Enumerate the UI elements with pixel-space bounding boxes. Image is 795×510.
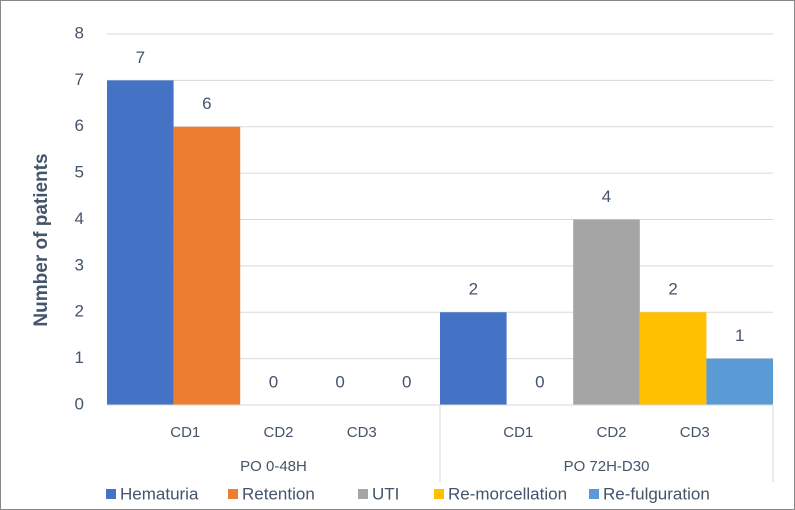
legend-swatch bbox=[106, 489, 116, 499]
value-label: 4 bbox=[602, 187, 611, 206]
legend-swatch bbox=[434, 489, 444, 499]
legend-swatch bbox=[228, 489, 238, 499]
y-tick-label: 0 bbox=[75, 394, 84, 413]
legend-label: Re-morcellation bbox=[448, 484, 567, 503]
y-tick-label: 5 bbox=[75, 163, 84, 182]
value-label: 0 bbox=[402, 372, 411, 391]
y-tick-label: 7 bbox=[75, 70, 84, 89]
y-tick-label: 8 bbox=[75, 23, 84, 42]
value-label: 0 bbox=[269, 372, 278, 391]
value-label: 2 bbox=[668, 280, 677, 299]
group-label: PO 0-48H bbox=[240, 458, 307, 475]
y-tick-label: 6 bbox=[75, 116, 84, 135]
legend-label: Hematuria bbox=[120, 484, 199, 503]
bar bbox=[639, 312, 707, 405]
sub-tick-label: CD2 bbox=[263, 424, 293, 441]
sub-tick-label: CD1 bbox=[503, 424, 533, 441]
legend-label: UTI bbox=[372, 484, 399, 503]
y-axis-title: Number of patients bbox=[31, 153, 52, 326]
value-label: 6 bbox=[202, 94, 211, 113]
bar bbox=[573, 219, 640, 405]
legend-label: Retention bbox=[242, 484, 315, 503]
y-tick-label: 1 bbox=[75, 348, 84, 367]
value-label: 2 bbox=[469, 280, 478, 299]
value-label: 0 bbox=[335, 372, 344, 391]
y-tick-label: 4 bbox=[75, 209, 84, 228]
sub-tick-label: CD3 bbox=[680, 424, 710, 441]
sub-tick-label: CD1 bbox=[170, 424, 200, 441]
legend-label: Re-fulguration bbox=[603, 484, 710, 503]
value-label: 7 bbox=[136, 48, 145, 67]
legend-swatch bbox=[589, 489, 599, 499]
sub-tick-label: CD3 bbox=[347, 424, 377, 441]
bar bbox=[440, 312, 507, 405]
bar bbox=[173, 126, 241, 405]
sub-tick-label: CD2 bbox=[596, 424, 626, 441]
y-tick-label: 3 bbox=[75, 255, 84, 274]
value-label: 1 bbox=[735, 326, 744, 345]
bar bbox=[107, 80, 174, 405]
value-label: 0 bbox=[535, 372, 544, 391]
y-tick-label: 2 bbox=[75, 302, 84, 321]
group-label: PO 72H-D30 bbox=[564, 458, 650, 475]
legend-swatch bbox=[358, 489, 368, 499]
bar bbox=[706, 358, 773, 405]
